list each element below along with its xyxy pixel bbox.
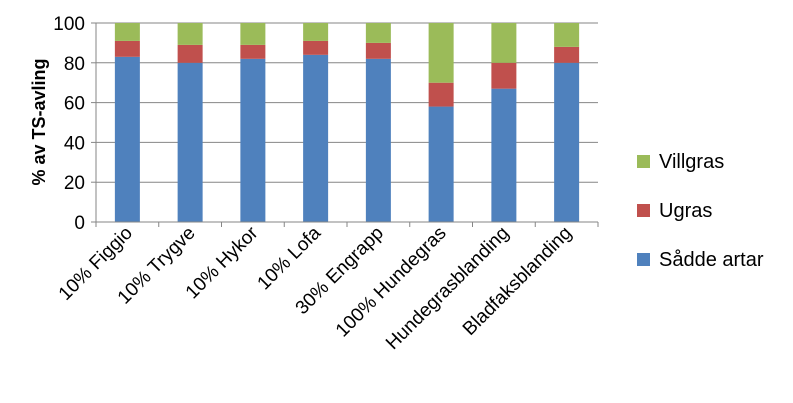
bar-8-series-2	[554, 46, 580, 63]
bar-3-series-1	[240, 58, 266, 222]
bar-6-series-2	[428, 82, 454, 107]
bar-4-series-2	[303, 40, 329, 55]
bar-5-series-3	[365, 23, 391, 43]
bar-4-series-3	[303, 23, 329, 41]
y-tick-label-0: 0	[74, 213, 85, 234]
bar-8-series-1	[554, 62, 580, 222]
bar-3-series-2	[240, 44, 266, 59]
bar-6-series-3	[428, 23, 454, 83]
bar-7-series-3	[491, 23, 517, 63]
bar-5-series-1	[365, 58, 391, 222]
legend-label-2: Ugras	[659, 200, 712, 222]
bar-7-series-1	[491, 88, 517, 222]
bar-2-series-3	[177, 23, 203, 45]
bar-2-series-2	[177, 44, 203, 63]
bar-2-series-1	[177, 62, 203, 222]
bar-4-series-1	[303, 54, 329, 223]
bar-8-series-3	[554, 23, 580, 47]
bar-1-series-2	[114, 40, 140, 57]
x-tick-label-7: Hundegrasblanding	[382, 223, 513, 354]
bar-6-series-1	[428, 106, 454, 222]
gridlines	[96, 22, 598, 183]
y-tick-label-80: 80	[64, 54, 85, 75]
legend: Villgras Ugras Sådde artar	[637, 151, 764, 271]
y-tick-label-40: 40	[64, 133, 85, 154]
bar-5-series-2	[365, 42, 391, 59]
legend-swatch-1	[637, 155, 650, 168]
legend-swatch-2	[637, 204, 650, 217]
axes	[91, 22, 599, 227]
legend-swatch-3	[637, 253, 650, 266]
bar-7-series-2	[491, 62, 517, 89]
bars	[114, 23, 580, 223]
y-tick-label-60: 60	[64, 94, 85, 115]
bar-1-series-1	[114, 56, 140, 222]
legend-label-3: Sådde artar	[659, 249, 764, 271]
x-tick-label-6: 100% Hundegras	[332, 223, 451, 342]
x-tick-label-8: Bladfaksblanding	[459, 223, 576, 340]
y-axis-label: % av TS-avling	[29, 58, 49, 185]
legend-label-1: Villgras	[659, 151, 724, 173]
bar-3-series-3	[240, 23, 266, 45]
y-tick-label-100: 100	[53, 14, 85, 35]
bar-1-series-3	[114, 23, 140, 41]
y-tick-labels: 0 20 40 60 80 100	[53, 14, 85, 234]
y-tick-label-20: 20	[64, 173, 85, 194]
